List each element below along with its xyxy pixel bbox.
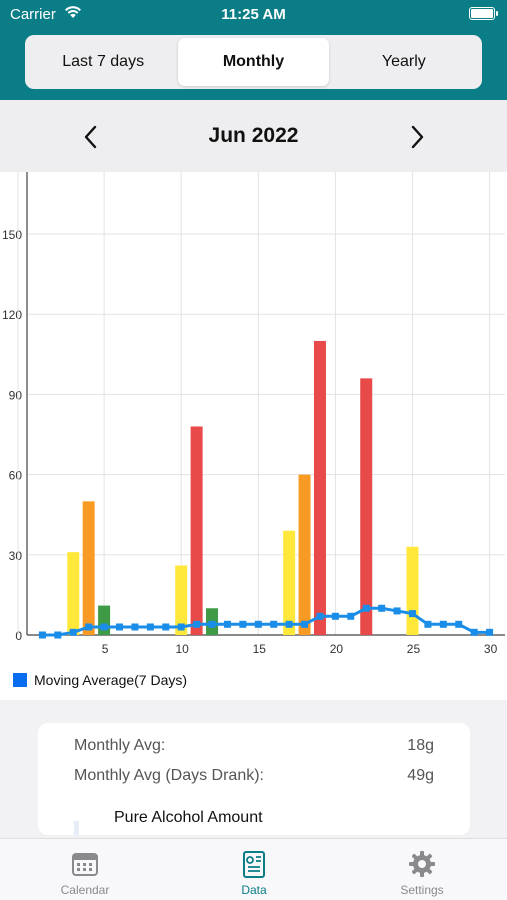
bar: [406, 546, 419, 635]
chevron-left-icon[interactable]: [76, 122, 106, 152]
moving-average-point: [455, 620, 463, 628]
battery-icon: [469, 7, 498, 20]
moving-average-point: [223, 620, 231, 628]
moving-average-point: [301, 620, 309, 628]
moving-average-point: [69, 628, 77, 636]
segment-last-7-days[interactable]: Last 7 days: [62, 53, 145, 70]
moving-average-point: [54, 631, 62, 639]
carrier-label: Carrier: [10, 6, 56, 23]
moving-average-point: [285, 620, 293, 628]
summary-card: Monthly Avg: 18g Monthly Avg (Days Drank…: [38, 723, 470, 835]
wifi-icon: [65, 6, 81, 18]
month-navigator: Jun 2022: [0, 100, 507, 172]
moving-average-point: [470, 628, 478, 636]
days-drank-avg-row: Monthly Avg (Days Drank): 49g: [74, 767, 434, 785]
x-tick-label: 20: [330, 642, 344, 656]
moving-average-point: [193, 620, 201, 628]
moving-average-point: [116, 623, 124, 631]
moving-average-point: [486, 628, 494, 636]
tab-calendar-label: Calendar: [60, 883, 110, 897]
bar: [98, 605, 111, 635]
y-tick-label: 60: [9, 469, 23, 483]
moving-average-point: [38, 631, 46, 639]
x-tick-label: 15: [253, 642, 267, 656]
clock: 11:25 AM: [221, 6, 286, 23]
moving-average-point: [162, 623, 170, 631]
moving-average-point: [378, 604, 386, 612]
y-tick-label: 30: [9, 549, 23, 563]
y-tick-label: 90: [9, 388, 23, 402]
bar: [190, 426, 203, 635]
moving-average-point: [239, 620, 247, 628]
x-tick-label: 5: [102, 642, 109, 656]
moving-average-point: [146, 623, 154, 631]
data-icon: [243, 851, 265, 878]
status-bar: Carrier 11:25 AM: [0, 0, 507, 30]
moving-average-point: [85, 623, 93, 631]
moving-average-point: [100, 623, 108, 631]
segment-monthly[interactable]: Monthly: [178, 38, 329, 86]
calendar-icon: [72, 853, 98, 876]
moving-average-point: [331, 612, 339, 620]
x-tick-label: 25: [407, 642, 421, 656]
tab-settings[interactable]: Settings: [362, 845, 482, 897]
moving-average-point: [439, 620, 447, 628]
moving-average-point: [254, 620, 262, 628]
moving-average-point: [424, 620, 432, 628]
x-tick-label: 30: [484, 642, 498, 656]
bar: [360, 378, 373, 635]
legend-swatch: [13, 673, 27, 687]
chevron-right-icon[interactable]: [402, 122, 432, 152]
x-tick-label: 10: [176, 642, 190, 656]
monthly-avg-row: Monthly Avg: 18g: [74, 737, 434, 755]
moving-average-point: [393, 607, 401, 615]
moving-average-point: [208, 620, 216, 628]
bar: [67, 552, 80, 635]
monthly-avg-value: 18g: [407, 737, 434, 754]
moving-average-point: [177, 623, 185, 631]
moving-average-point: [131, 623, 139, 631]
y-tick-label: 0: [15, 629, 22, 643]
chart-legend: Moving Average(7 Days): [13, 672, 187, 688]
moving-average-point: [408, 610, 416, 618]
chart-area: 0 30 60 90 120 150 5 10 15 20 25 30: [0, 172, 507, 700]
moving-average-point: [347, 612, 355, 620]
bar: [298, 474, 311, 635]
gear-icon: [409, 851, 435, 877]
moving-average-point: [316, 612, 324, 620]
range-segmented-control: Last 7 days Monthly Yearly: [25, 35, 482, 89]
days-drank-avg-label: Monthly Avg (Days Drank):: [74, 767, 264, 784]
segment-yearly[interactable]: Yearly: [381, 53, 426, 70]
bar: [283, 530, 296, 635]
moving-average-point: [362, 604, 370, 612]
pure-alcohol-title: Pure Alcohol Amount: [114, 809, 263, 826]
tab-data-label: Data: [241, 883, 267, 897]
tab-calendar[interactable]: Calendar: [25, 845, 145, 897]
tab-settings-label: Settings: [400, 883, 444, 897]
bar: [82, 501, 95, 635]
moving-average-point: [270, 620, 278, 628]
bar: [313, 340, 326, 635]
month-title: Jun 2022: [208, 124, 299, 147]
mini-bar-indicator: [74, 821, 79, 835]
header-bar: Carrier 11:25 AM Last 7 days Monthly Yea…: [0, 0, 507, 100]
days-drank-avg-value: 49g: [407, 767, 434, 784]
y-tick-label: 150: [2, 228, 22, 242]
tab-data[interactable]: Data: [194, 845, 314, 897]
alcohol-chart: 0 30 60 90 120 150 5 10 15 20 25 30: [2, 172, 505, 656]
legend-label: Moving Average(7 Days): [34, 672, 188, 688]
bar: [175, 565, 188, 635]
y-tick-label: 120: [2, 308, 22, 322]
monthly-avg-label: Monthly Avg:: [74, 737, 166, 754]
tab-bar: Calendar Data Settings: [0, 838, 507, 900]
